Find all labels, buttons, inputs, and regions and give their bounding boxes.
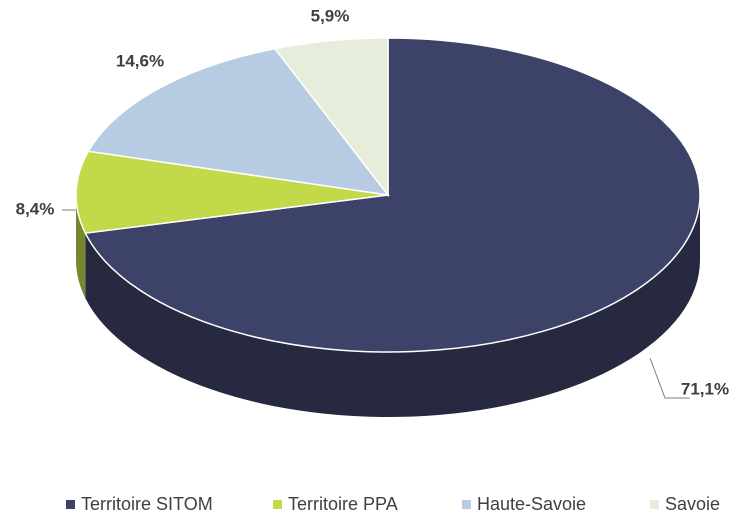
slice (84, 37, 701, 353)
legend-label: Territoire PPA (288, 494, 398, 514)
slice (273, 37, 389, 198)
legend-marker (650, 500, 659, 509)
legend-marker (462, 500, 471, 509)
slice-side (76, 195, 86, 299)
legend-marker (66, 500, 75, 509)
data-label: 8,4% (16, 199, 55, 218)
legend-label: Haute-Savoie (477, 494, 586, 514)
leader-line (649, 357, 690, 399)
data-label: 14,6% (116, 51, 164, 70)
slice-side (85, 195, 701, 418)
data-label: 5,9% (311, 6, 350, 25)
slice (87, 47, 390, 197)
legend-marker (273, 500, 282, 509)
legend-label: Savoie (665, 494, 720, 514)
legend-label: Territoire SITOM (81, 494, 213, 514)
slice (75, 150, 389, 234)
data-label: 71,1% (681, 379, 729, 398)
